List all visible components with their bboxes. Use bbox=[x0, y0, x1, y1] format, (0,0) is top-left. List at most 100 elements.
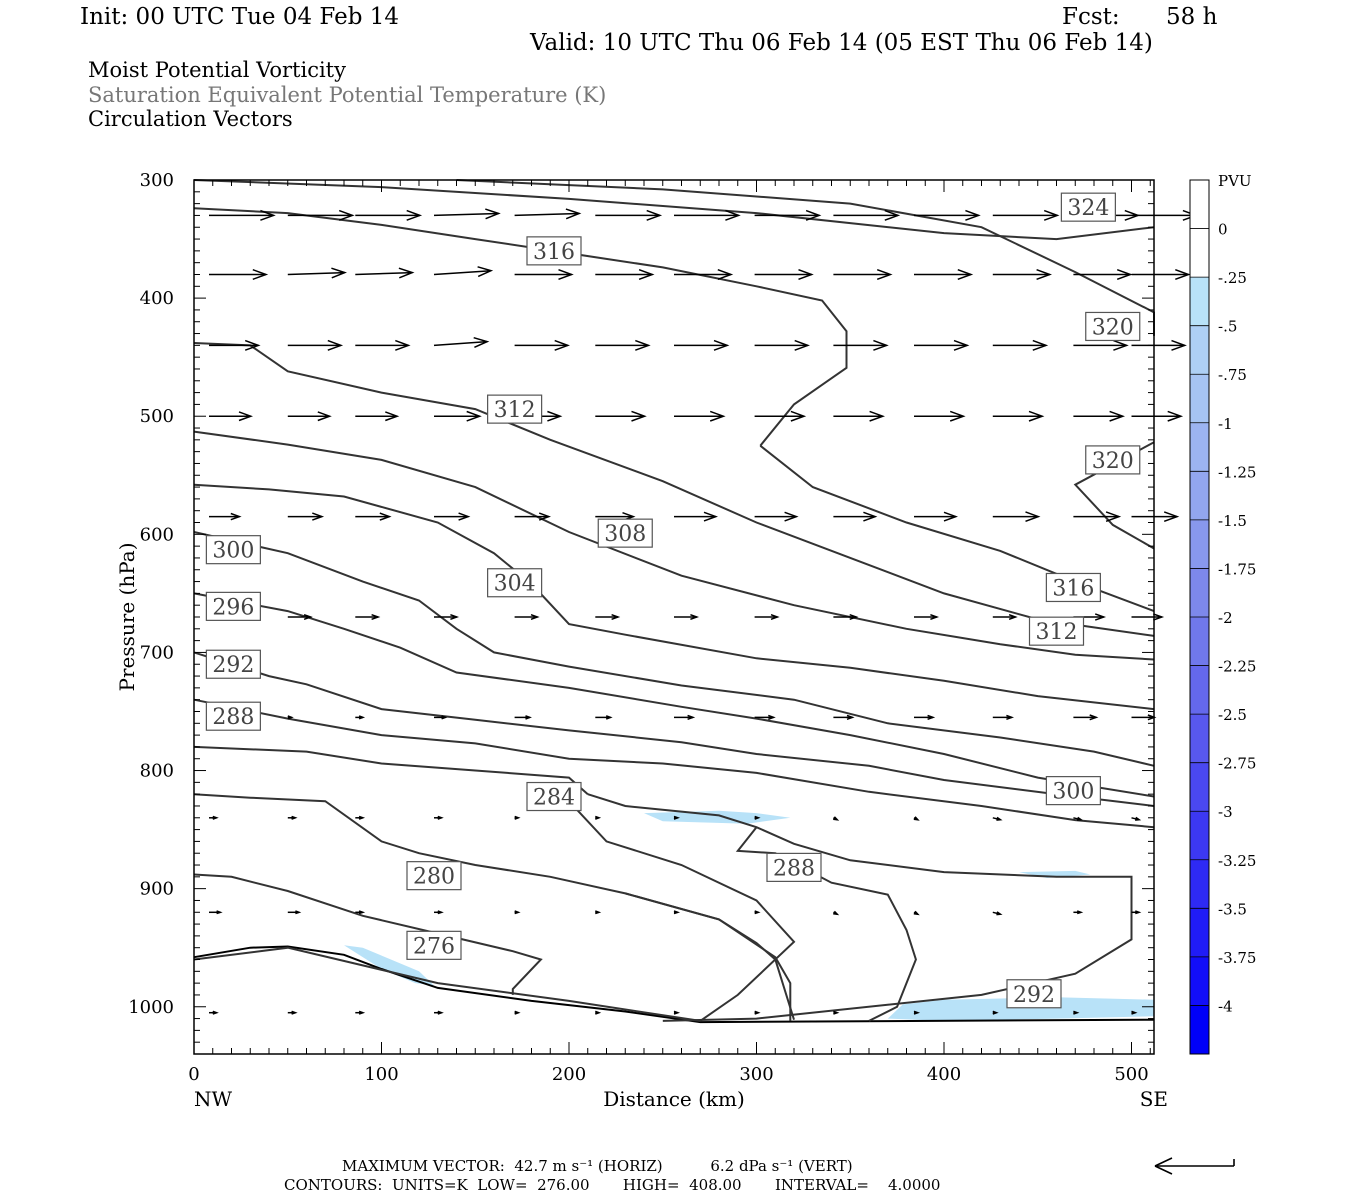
vector-arrow bbox=[754, 910, 761, 915]
svg-text:312: 312 bbox=[494, 398, 536, 423]
vector-arrow bbox=[514, 512, 551, 521]
vector-arrow bbox=[992, 209, 1060, 221]
vector-arrow bbox=[754, 613, 780, 621]
vector-arrow bbox=[673, 1010, 681, 1015]
contour-label-296: 296 bbox=[205, 591, 261, 621]
colorbar-swatch bbox=[1190, 228, 1209, 278]
vector-arrow bbox=[355, 209, 423, 221]
y-tick-label: 500 bbox=[140, 406, 174, 427]
vector-arrow bbox=[673, 910, 681, 915]
vector-arrow bbox=[209, 512, 242, 521]
vector-arrow bbox=[833, 910, 840, 916]
vector-arrow bbox=[914, 613, 940, 621]
colorbar-swatch bbox=[1190, 956, 1209, 1006]
theta-contour-280-17 bbox=[625, 892, 792, 1021]
vector-arrow bbox=[595, 910, 602, 915]
vector-arrow bbox=[1131, 910, 1142, 915]
contour-label-300: 300 bbox=[1045, 776, 1101, 806]
theta-contour-316-1 bbox=[193, 207, 848, 447]
theta-contour-292-10 bbox=[193, 651, 1155, 807]
x-axis-label: Distance (km) bbox=[603, 1087, 745, 1111]
vector-layer bbox=[208, 208, 1199, 1015]
svg-text:316: 316 bbox=[533, 240, 575, 265]
contour-label-292: 292 bbox=[1006, 979, 1062, 1009]
vector-arrow bbox=[209, 815, 219, 820]
svg-text:300: 300 bbox=[1052, 780, 1094, 805]
vector-arrow bbox=[754, 339, 810, 351]
colorbar-swatch bbox=[1190, 1005, 1209, 1055]
vector-arrow bbox=[914, 511, 958, 522]
vector-arrow bbox=[674, 209, 741, 221]
colorbar-swatch bbox=[1190, 859, 1209, 909]
vector-arrow bbox=[1073, 910, 1084, 915]
x-end-label-left: NW bbox=[194, 1087, 233, 1111]
field-title-theta-es: Saturation Equivalent Potential Temperat… bbox=[88, 83, 607, 107]
colorbar-level-label: -.25 bbox=[1218, 269, 1247, 287]
vector-arrow bbox=[433, 336, 490, 348]
contour-label-312: 312 bbox=[487, 394, 543, 424]
vector-arrow bbox=[209, 209, 276, 221]
vector-arrow bbox=[209, 411, 253, 422]
mpv-fill-region-1 bbox=[1019, 870, 1091, 878]
colorbar-swatch bbox=[1190, 374, 1209, 424]
forecast-hour: 58 h bbox=[1166, 4, 1218, 30]
vector-arrow bbox=[434, 613, 460, 621]
vector-arrow bbox=[209, 268, 269, 281]
vector-arrow bbox=[287, 411, 332, 422]
contour-label-284: 284 bbox=[526, 781, 582, 812]
contour-label-292: 292 bbox=[205, 649, 261, 679]
contour-label-312: 312 bbox=[1028, 616, 1085, 646]
vector-arrow bbox=[1131, 714, 1157, 721]
vector-arrow bbox=[355, 613, 381, 621]
contour-label-320: 320 bbox=[1085, 445, 1141, 475]
vector-arrow bbox=[833, 268, 893, 281]
colorbar-level-label: -.75 bbox=[1218, 366, 1247, 384]
colorbar-level-label: -1.5 bbox=[1218, 512, 1247, 530]
valid-time: Valid: 10 UTC Thu 06 Feb 14 (05 EST Thu … bbox=[530, 30, 1153, 56]
vector-arrow bbox=[1073, 268, 1133, 281]
vector-arrow bbox=[833, 714, 855, 721]
vector-arrow bbox=[833, 339, 889, 351]
contour-label-276: 276 bbox=[406, 930, 462, 960]
vector-arrow bbox=[595, 410, 647, 422]
vector-arrow bbox=[434, 815, 444, 820]
colorbar-swatch bbox=[1190, 325, 1209, 375]
vector-arrow bbox=[914, 268, 974, 281]
vector-arrow bbox=[355, 910, 366, 915]
contour-label-280: 280 bbox=[406, 861, 462, 891]
theta-contour-276-16 bbox=[193, 873, 543, 995]
svg-text:304: 304 bbox=[494, 572, 536, 597]
colorbar-level-label: -1.75 bbox=[1218, 560, 1256, 578]
maximum-vector-note: MAXIMUM VECTOR: 42.7 m s⁻¹ (HORIZ) 6.2 d… bbox=[342, 1157, 853, 1175]
vector-arrow bbox=[514, 339, 570, 351]
vector-arrow bbox=[1131, 410, 1184, 422]
forecast-label: Fcst: bbox=[1062, 4, 1120, 30]
vector-arrow bbox=[595, 209, 663, 221]
vector-arrow bbox=[514, 910, 521, 915]
vector-arrow bbox=[287, 339, 344, 351]
svg-text:312: 312 bbox=[1036, 620, 1078, 645]
vector-arrow bbox=[355, 715, 366, 720]
contour-label-304: 304 bbox=[487, 568, 543, 598]
vector-arrow bbox=[287, 209, 355, 221]
contour-label-320: 320 bbox=[1085, 311, 1141, 342]
vector-arrow bbox=[209, 1010, 219, 1015]
vector-arrow bbox=[595, 268, 655, 281]
vector-arrow bbox=[754, 209, 822, 221]
colorbar-level-label: 0 bbox=[1218, 221, 1228, 239]
theta-contour-300-8 bbox=[193, 531, 1155, 767]
field-title-vectors: Circulation Vectors bbox=[88, 107, 293, 131]
colorbar-level-label: -4 bbox=[1218, 997, 1233, 1015]
theta-contour-312-3 bbox=[193, 342, 1155, 637]
y-tick-label: 300 bbox=[140, 170, 174, 191]
svg-text:288: 288 bbox=[212, 705, 254, 730]
ground-line bbox=[193, 945, 1155, 1024]
contour-label-324: 324 bbox=[1060, 192, 1116, 222]
vector-arrow bbox=[434, 1010, 444, 1015]
vector-arrow bbox=[355, 1010, 366, 1015]
svg-text:292: 292 bbox=[212, 653, 254, 678]
vector-arrow bbox=[595, 339, 651, 351]
vector-arrow bbox=[514, 715, 532, 720]
svg-text:320: 320 bbox=[1092, 449, 1134, 474]
mpv-fill-region-0 bbox=[644, 810, 791, 824]
